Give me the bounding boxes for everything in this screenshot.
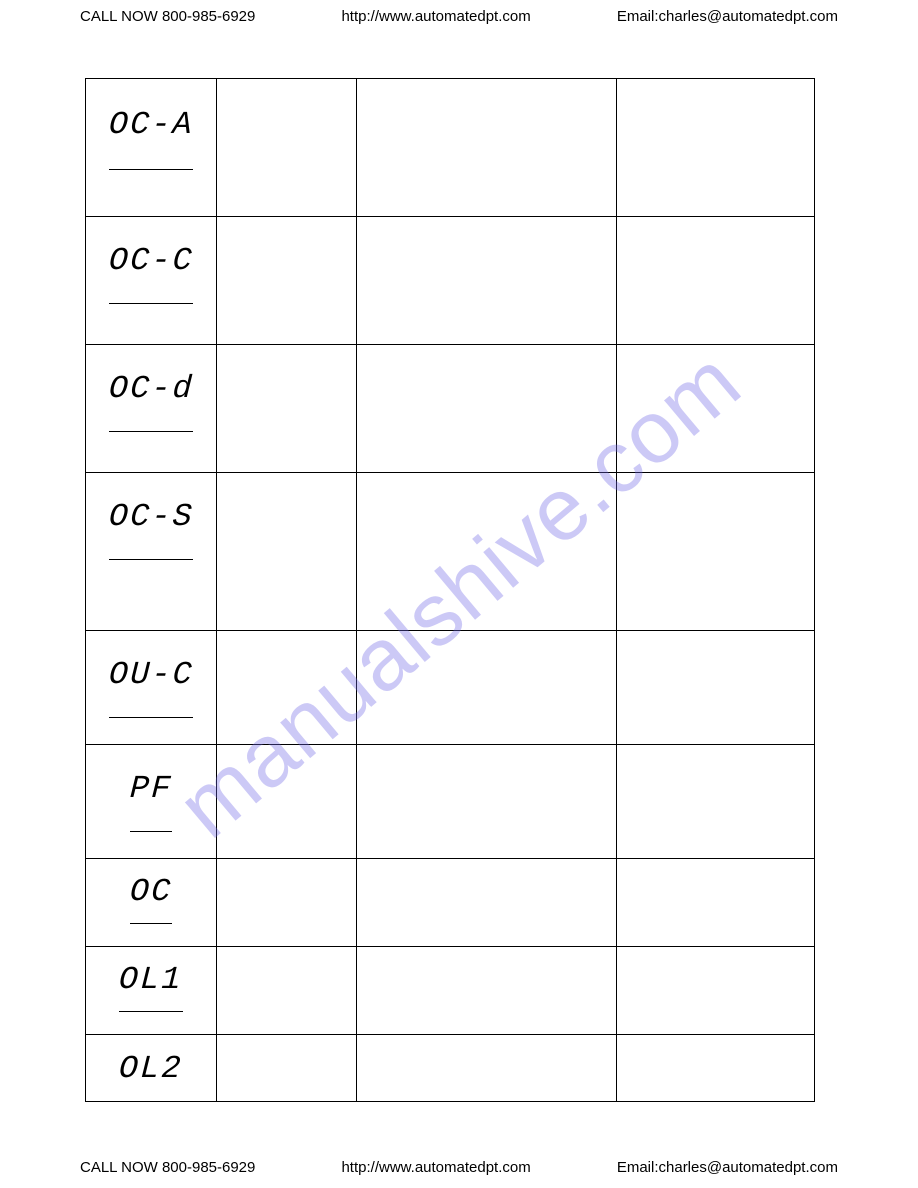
cause-cell: [356, 79, 616, 216]
display-code: PF: [129, 770, 173, 807]
code-cell: PF: [86, 745, 216, 858]
footer-phone: CALL NOW 800-985-6929: [80, 1159, 255, 1176]
code-cell: OC-C: [86, 217, 216, 344]
code-cell: OC-A: [86, 79, 216, 216]
name-cell: [216, 631, 356, 744]
name-cell: [216, 473, 356, 630]
table-row: PF: [86, 745, 814, 859]
cause-cell: [356, 217, 616, 344]
name-cell: [216, 217, 356, 344]
action-cell: [616, 217, 814, 344]
code-cell: OC-S: [86, 473, 216, 630]
header-email: Email:charles@automatedpt.com: [617, 8, 838, 25]
name-cell: [216, 345, 356, 472]
header-phone: CALL NOW 800-985-6929: [80, 8, 255, 25]
table-row: OU-C: [86, 631, 814, 745]
action-cell: [616, 947, 814, 1034]
header-url: http://www.automatedpt.com: [341, 8, 530, 25]
name-cell: [216, 79, 356, 216]
action-cell: [616, 745, 814, 858]
action-cell: [616, 1035, 814, 1101]
table-row: OC-S: [86, 473, 814, 631]
name-cell: [216, 947, 356, 1034]
cause-cell: [356, 859, 616, 946]
cause-cell: [356, 631, 616, 744]
table-row: OC: [86, 859, 814, 947]
name-cell: [216, 859, 356, 946]
fault-code-table: OC-A OC-C OC-d OC-S OU-C PF OC OL1 OL2: [85, 78, 815, 1102]
display-code: OC-d: [108, 370, 195, 407]
cause-cell: [356, 345, 616, 472]
code-cell: OU-C: [86, 631, 216, 744]
footer-email: Email:charles@automatedpt.com: [617, 1159, 838, 1176]
cause-cell: [356, 473, 616, 630]
display-code: OC-C: [108, 242, 195, 279]
display-code: OL2: [118, 1050, 184, 1087]
name-cell: [216, 745, 356, 858]
cause-cell: [356, 745, 616, 858]
display-code: OC-S: [108, 498, 195, 535]
action-cell: [616, 345, 814, 472]
display-code: OC: [129, 873, 173, 910]
code-cell: OC: [86, 859, 216, 946]
cause-cell: [356, 1035, 616, 1101]
table-row: OL1: [86, 947, 814, 1035]
code-cell: OL2: [86, 1035, 216, 1101]
action-cell: [616, 473, 814, 630]
table-row: OC-A: [86, 79, 814, 217]
cause-cell: [356, 947, 616, 1034]
code-cell: OL1: [86, 947, 216, 1034]
page-header: CALL NOW 800-985-6929 http://www.automat…: [0, 8, 918, 25]
code-cell: OC-d: [86, 345, 216, 472]
display-code: OL1: [118, 961, 184, 998]
action-cell: [616, 631, 814, 744]
table-row: OC-d: [86, 345, 814, 473]
display-code: OU-C: [108, 656, 195, 693]
name-cell: [216, 1035, 356, 1101]
table-row: OL2: [86, 1035, 814, 1101]
action-cell: [616, 859, 814, 946]
action-cell: [616, 79, 814, 216]
footer-url: http://www.automatedpt.com: [341, 1159, 530, 1176]
page-footer: CALL NOW 800-985-6929 http://www.automat…: [0, 1159, 918, 1176]
display-code: OC-A: [108, 106, 195, 143]
table-row: OC-C: [86, 217, 814, 345]
